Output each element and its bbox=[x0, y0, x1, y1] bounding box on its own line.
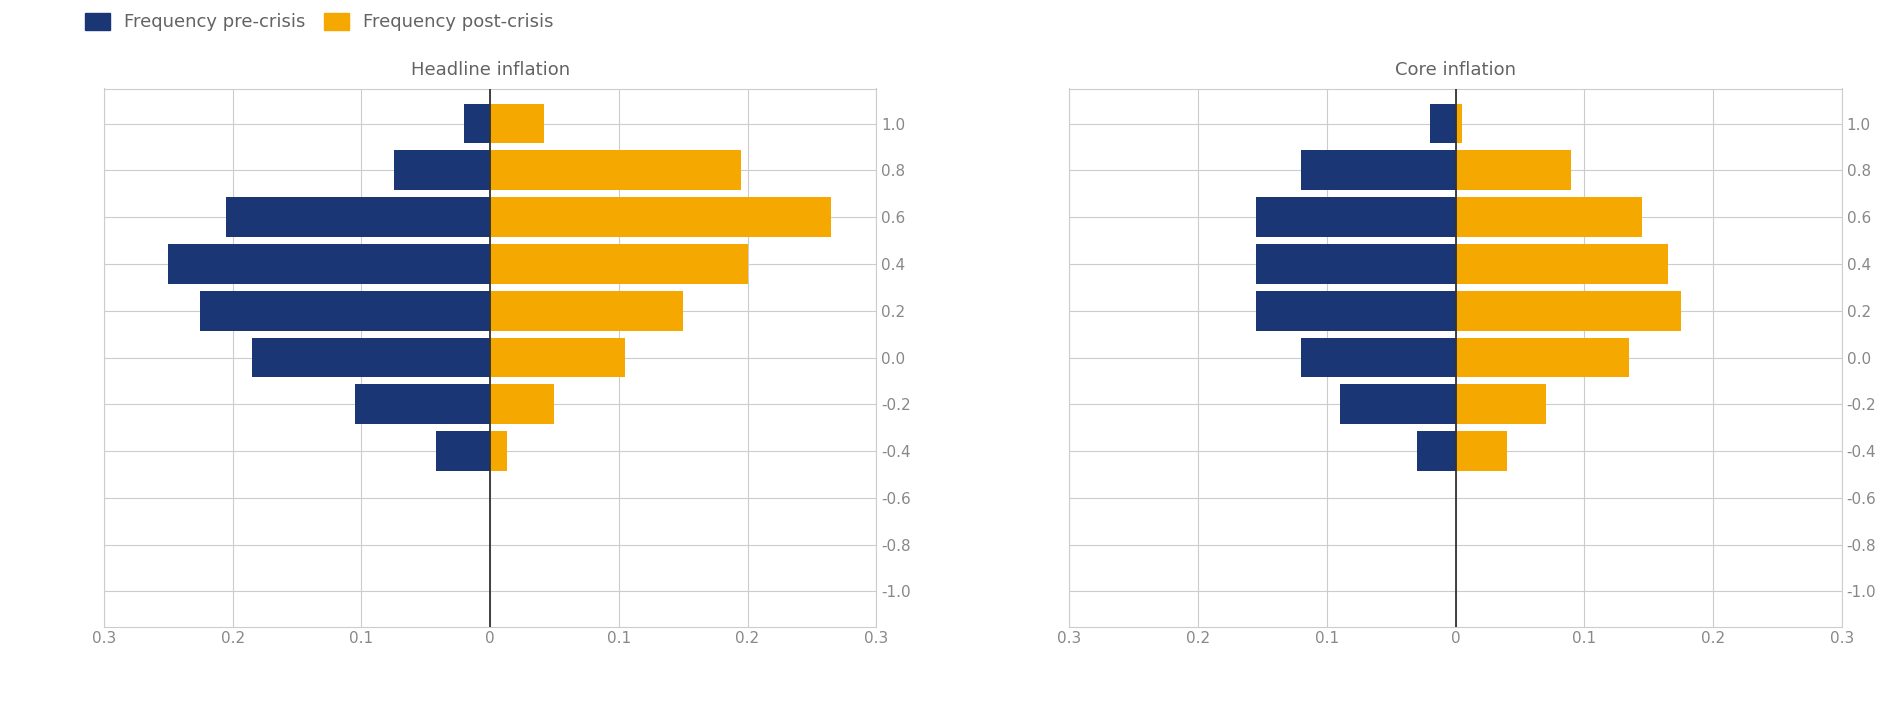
Bar bbox=[355, 384, 489, 424]
Bar bbox=[465, 103, 489, 144]
Legend: Frequency pre-crisis, Frequency post-crisis: Frequency pre-crisis, Frequency post-cri… bbox=[85, 13, 553, 31]
Bar bbox=[1456, 198, 1642, 237]
Bar bbox=[436, 431, 489, 471]
Bar bbox=[393, 151, 489, 190]
Bar bbox=[489, 291, 684, 331]
Bar bbox=[1302, 338, 1456, 377]
Bar bbox=[200, 291, 489, 331]
Bar bbox=[1430, 103, 1456, 144]
Bar bbox=[1456, 244, 1668, 284]
Title: Core inflation: Core inflation bbox=[1396, 61, 1517, 79]
Bar bbox=[1417, 431, 1456, 471]
Bar bbox=[227, 198, 489, 237]
Bar bbox=[489, 151, 740, 190]
Bar bbox=[1456, 151, 1572, 190]
Bar bbox=[1456, 338, 1630, 377]
Bar bbox=[1256, 291, 1456, 331]
Bar bbox=[1339, 384, 1456, 424]
Bar bbox=[1256, 244, 1456, 284]
Title: Headline inflation: Headline inflation bbox=[410, 61, 570, 79]
Bar bbox=[489, 103, 544, 144]
Bar bbox=[251, 338, 489, 377]
Bar bbox=[489, 431, 506, 471]
Bar bbox=[1302, 151, 1456, 190]
Bar bbox=[489, 384, 555, 424]
Bar bbox=[489, 244, 748, 284]
Bar bbox=[1456, 103, 1462, 144]
Bar bbox=[1456, 291, 1681, 331]
Bar bbox=[1256, 198, 1456, 237]
Bar bbox=[168, 244, 489, 284]
Bar bbox=[489, 338, 625, 377]
Bar bbox=[1456, 431, 1507, 471]
Bar bbox=[489, 198, 831, 237]
Bar bbox=[1456, 384, 1545, 424]
